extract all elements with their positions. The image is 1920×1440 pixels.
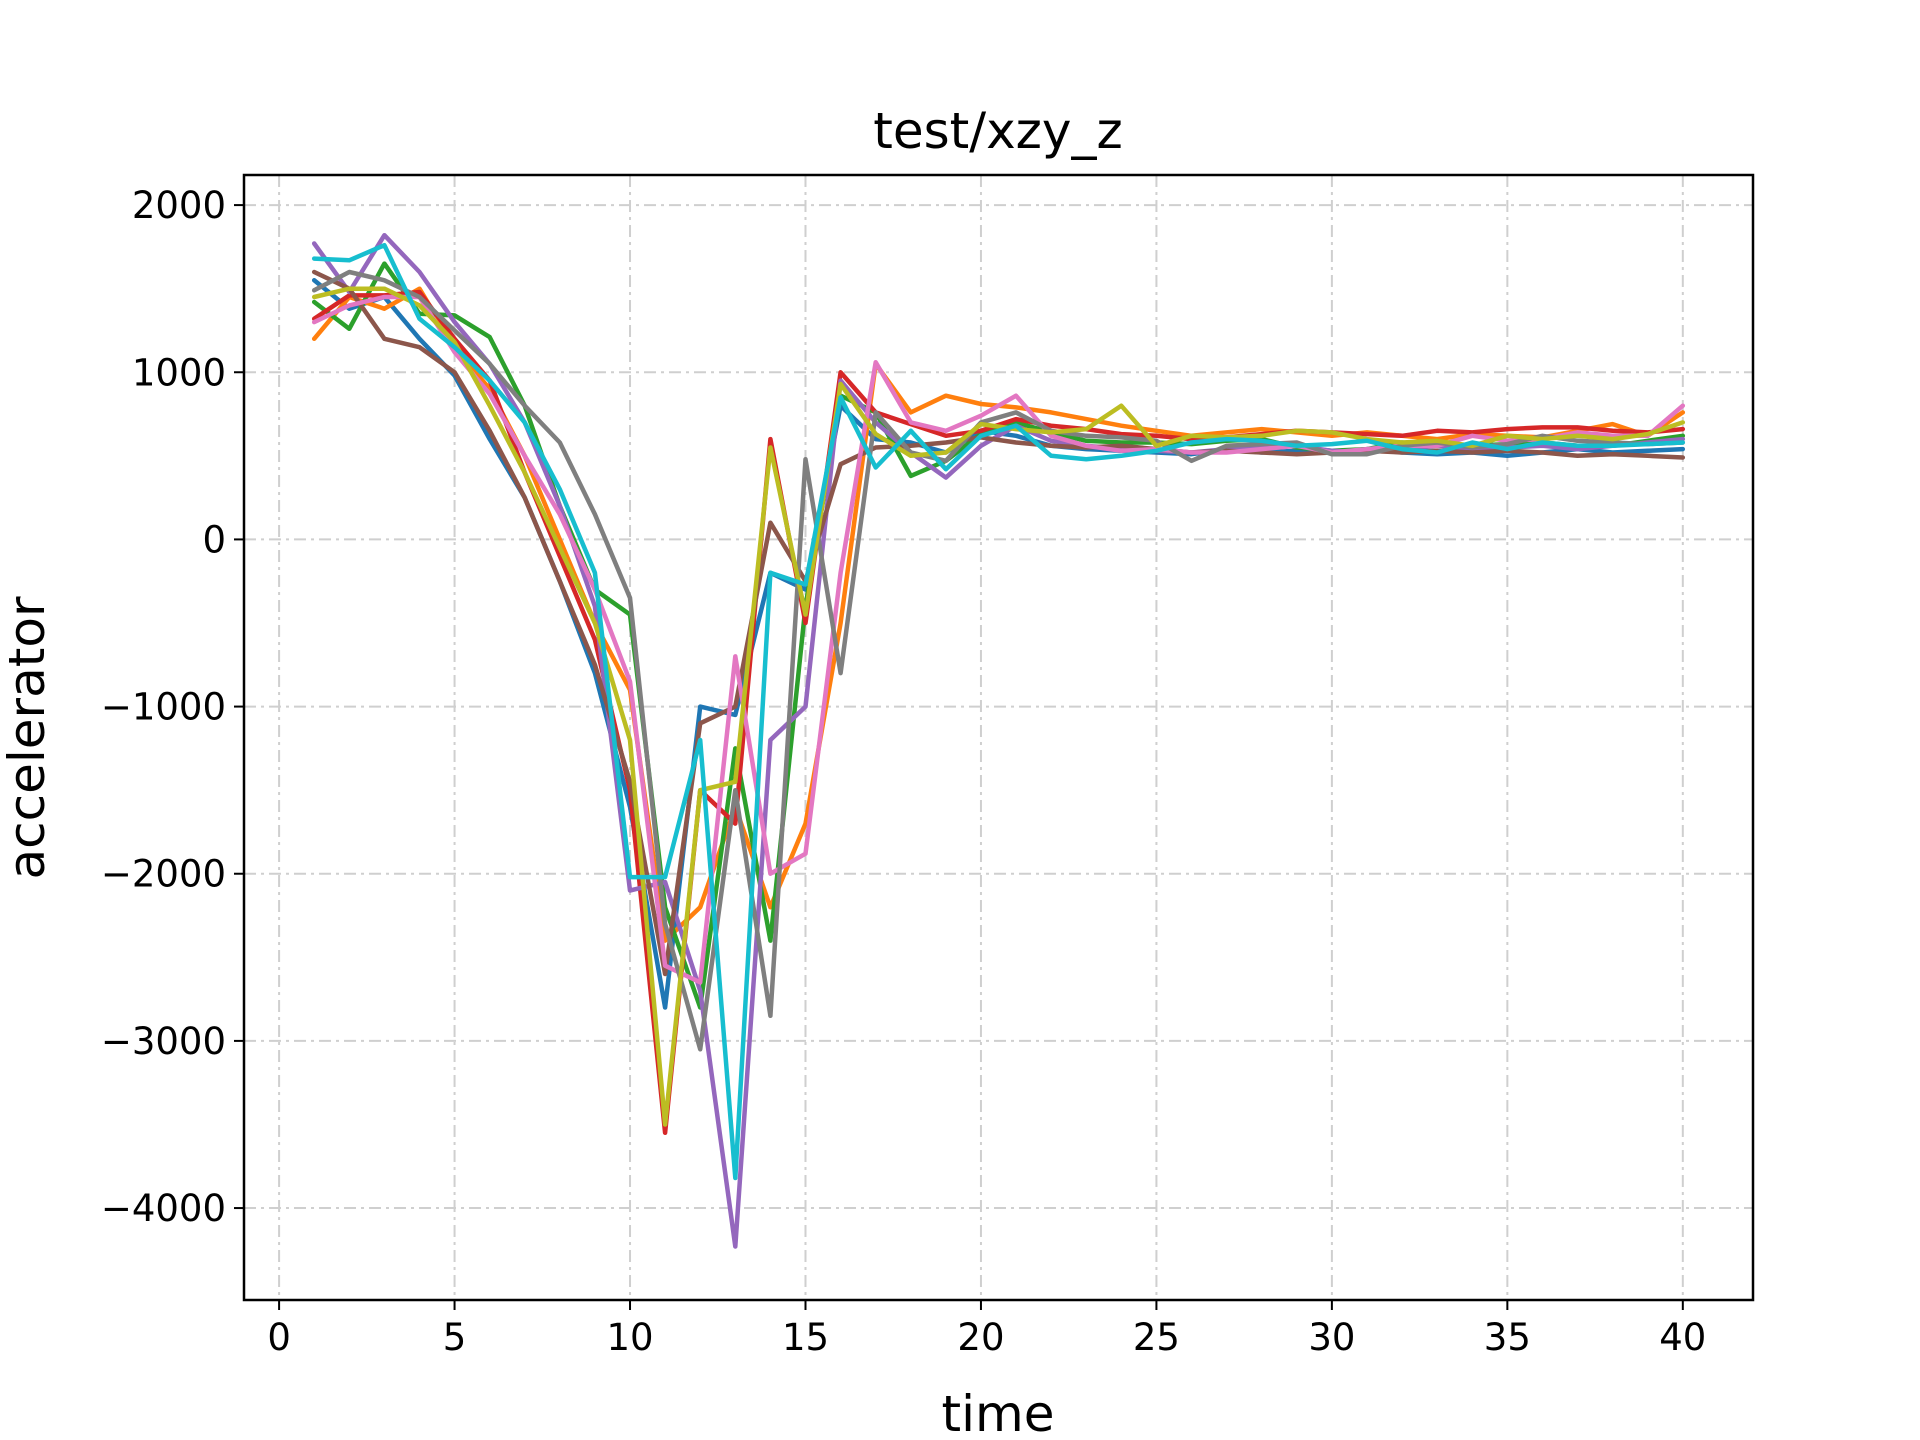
y-tick-label-6: −4000 [101,1187,226,1230]
series-line-0 [311,278,1686,1010]
x-tick-label-7: 35 [1484,1316,1531,1359]
y-tick-label-0: 2000 [132,184,226,227]
y-tick-label-5: −3000 [101,1020,226,1063]
x-tick-label-6: 30 [1308,1316,1355,1359]
x-tick-label-8: 40 [1659,1316,1706,1359]
series-line-5 [311,269,1686,977]
x-tick-label-1: 5 [443,1316,467,1359]
series-line-7 [311,269,1686,1052]
series-line-8 [311,286,1686,1127]
x-axis-label: time [942,1385,1055,1440]
x-axis-ticks: 0 5 10 15 20 25 30 35 40 [267,1300,1706,1359]
x-tick-label-5: 25 [1133,1316,1180,1359]
y-tick-label-4: −2000 [101,853,226,896]
y-tick-label-1: 1000 [132,351,226,394]
series-line-1 [311,286,1686,943]
series-line-2 [311,261,1686,1010]
y-tick-label-2: 0 [202,518,226,561]
series-line-6 [311,294,1686,985]
series-group [311,232,1686,1249]
series-line-4 [311,232,1686,1249]
chart-title: test/xzy_z [873,102,1123,160]
series-line-9 [311,242,1686,1181]
y-tick-label-3: −1000 [101,686,226,729]
x-tick-label-2: 10 [606,1316,653,1359]
x-tick-label-0: 0 [267,1316,291,1359]
y-axis-label: accelerator [0,596,56,879]
plot-frame [242,173,1755,1302]
x-tick-label-4: 20 [957,1316,1004,1359]
x-tick-label-3: 15 [782,1316,829,1359]
y-axis-ticks: 2000 1000 0 −1000 −2000 −3000 −4000 [101,184,244,1230]
